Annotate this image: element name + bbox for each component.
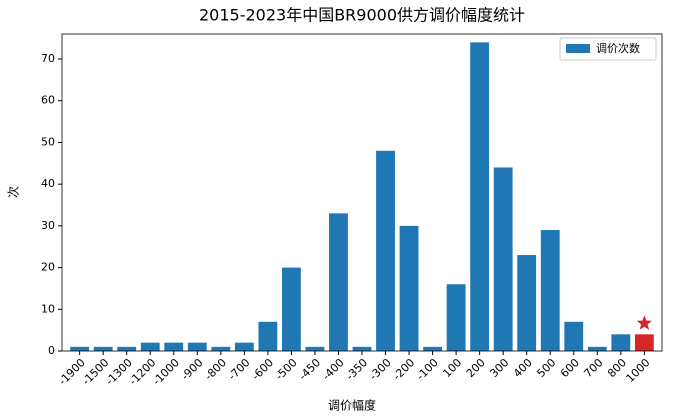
x-tick-label: -300 xyxy=(367,356,394,383)
bar xyxy=(470,42,490,352)
bar xyxy=(423,346,442,351)
x-tick-label: -100 xyxy=(414,356,441,383)
bar xyxy=(446,284,466,351)
bar xyxy=(634,334,654,351)
bar xyxy=(164,342,184,351)
y-tick-label: 30 xyxy=(41,219,55,232)
bar xyxy=(93,346,113,351)
y-tick-label: 20 xyxy=(41,261,55,274)
x-tick-label: -350 xyxy=(343,356,370,383)
x-tick-label: 700 xyxy=(581,356,605,380)
bar xyxy=(305,346,325,351)
x-tick-label: 400 xyxy=(511,356,535,380)
chart-title: 2015-2023年中国BR9000供方调价幅度统计 xyxy=(199,6,525,25)
y-tick-label: 60 xyxy=(41,94,55,107)
bar xyxy=(587,346,607,351)
x-tick-label: -900 xyxy=(179,356,206,383)
bar xyxy=(234,342,254,351)
x-tick-label: -450 xyxy=(296,356,323,383)
y-tick-label: 10 xyxy=(41,302,55,315)
x-tick-label: 1000 xyxy=(624,356,653,385)
y-tick-label: 40 xyxy=(41,177,55,190)
bar xyxy=(352,346,372,351)
x-tick-label: 100 xyxy=(440,356,464,380)
bar xyxy=(329,213,348,351)
x-tick-label: 500 xyxy=(534,356,558,380)
bar xyxy=(540,230,560,351)
bar xyxy=(611,334,631,351)
y-axis-label: 次 xyxy=(7,186,21,198)
bar xyxy=(117,346,137,351)
bar xyxy=(187,342,207,351)
x-tick-label: 200 xyxy=(464,356,488,380)
x-tick-label: -700 xyxy=(226,356,253,383)
bar xyxy=(517,255,537,351)
x-tick-label: -600 xyxy=(249,356,276,383)
x-tick-label: -400 xyxy=(320,356,347,383)
x-tick-label: -1000 xyxy=(150,356,182,388)
x-tick-label: 600 xyxy=(558,356,582,380)
legend-box xyxy=(559,37,657,61)
bar xyxy=(399,225,419,351)
plot-frame xyxy=(61,33,663,352)
x-tick-label: 300 xyxy=(487,356,511,380)
x-axis-label: 调价幅度 xyxy=(328,398,376,413)
x-tick-label: -800 xyxy=(202,356,229,383)
x-tick-label: -500 xyxy=(273,356,300,383)
y-tick-label: 50 xyxy=(41,135,55,148)
bar xyxy=(376,150,395,351)
legend-label: 调价次数 xyxy=(596,41,640,55)
x-tick-label: -200 xyxy=(390,356,417,383)
bar xyxy=(564,321,584,351)
highlight-star xyxy=(636,315,652,330)
bar xyxy=(258,321,278,351)
y-tick-label: 70 xyxy=(41,52,55,65)
bar xyxy=(140,342,160,351)
y-tick-label: 0 xyxy=(48,344,55,357)
bar xyxy=(493,167,513,351)
bar xyxy=(70,346,90,351)
bar xyxy=(211,346,231,351)
legend-swatch xyxy=(566,44,590,53)
bar xyxy=(282,267,301,351)
